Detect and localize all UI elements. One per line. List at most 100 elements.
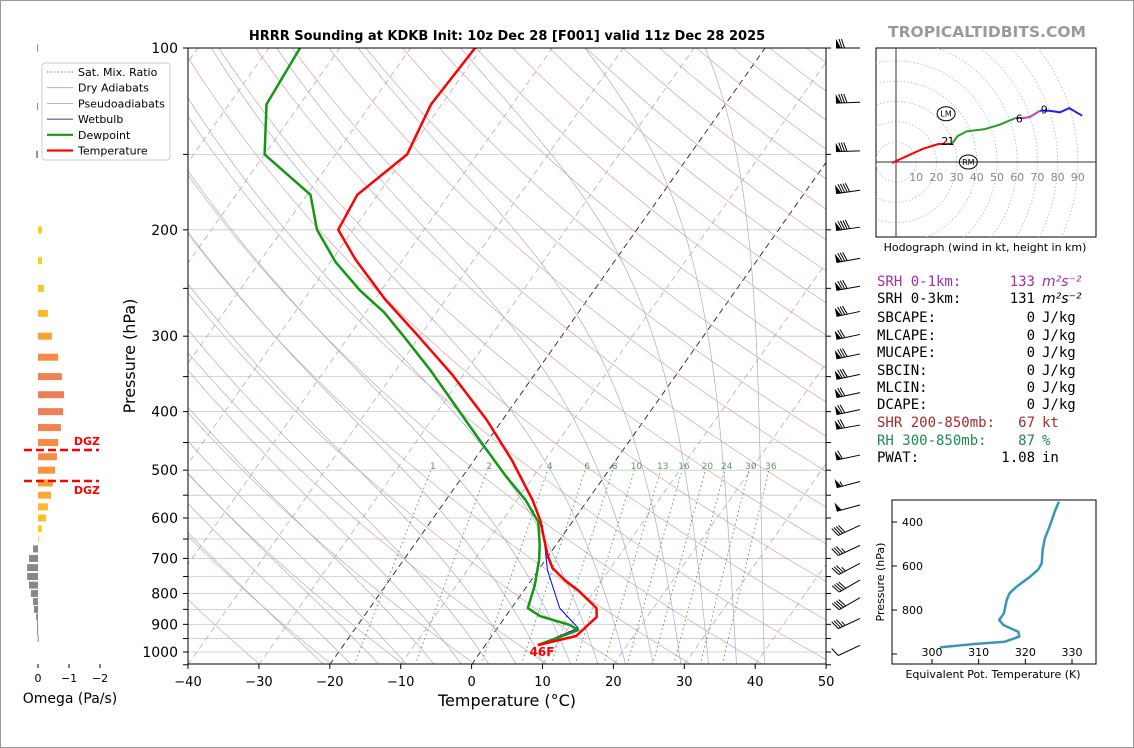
stat-unit: m²s⁻² — [1042, 291, 1082, 307]
theta-e-x-tick-label: 310 — [968, 646, 989, 659]
stat-label: MUCAPE: — [877, 345, 936, 361]
mixing-ratio-label: 20 — [702, 462, 714, 472]
legend-label: Dry Adiabats — [78, 82, 149, 95]
hodograph-ring-label: 40 — [970, 171, 984, 184]
legend-label: Wetbulb — [78, 113, 123, 126]
omega-bar — [27, 564, 38, 572]
omega-bar — [38, 373, 62, 381]
dry-adiabat-line — [188, 115, 826, 660]
barb-full — [838, 599, 847, 607]
barb-flag — [834, 420, 842, 430]
stat-unit: J/kg — [1042, 380, 1076, 396]
omega-bar — [33, 605, 38, 613]
y-tick-label: 500 — [151, 463, 178, 479]
barb-full — [837, 404, 843, 414]
stat-unit: % — [1042, 433, 1051, 449]
barb-full — [835, 546, 844, 554]
barb-full — [844, 219, 851, 229]
dry-adiabat-line — [512, 48, 826, 304]
storm-motion-marker — [958, 154, 978, 170]
barb-full — [840, 93, 845, 104]
barb-full — [833, 566, 842, 574]
omega-bar — [38, 466, 56, 474]
pseudoadiabat-line — [357, 48, 682, 664]
barb-shaft — [836, 373, 861, 380]
barb-flag — [834, 307, 842, 317]
barb-full — [839, 252, 846, 262]
stat-unit: kt — [1042, 415, 1059, 431]
pseudoadiabat-line — [460, 48, 709, 664]
y-tick-label: 300 — [151, 329, 178, 345]
barb-full — [839, 387, 846, 397]
skewt-profiles: 1 2 4 6 8 10 13 16 20 24 30 36 — [263, 48, 777, 647]
barb-full — [843, 142, 848, 152]
barb-full — [836, 565, 844, 573]
barb-flag — [834, 370, 842, 380]
wind-barb — [834, 348, 861, 360]
stat-unit: m²s⁻² — [1042, 274, 1082, 290]
hodograph-segment — [1040, 106, 1083, 117]
x-tick-label: −20 — [316, 675, 343, 690]
barb-full — [843, 93, 848, 103]
pseudoadiabat-line — [188, 329, 490, 664]
omega-bar — [38, 479, 53, 487]
dgz-label: DGZ — [74, 484, 100, 497]
hodograph: 10 20 30 40 50 60 70 80 90 2 1 6 9 LM RM Hodograph (wi… — [875, 47, 1097, 254]
omega-bar — [38, 439, 59, 447]
legend-label: Pseudoadiabats — [78, 97, 165, 110]
wind-barb — [831, 544, 861, 556]
barb-shaft — [836, 226, 861, 232]
dgz-label: DGZ — [74, 435, 100, 448]
x-axis-label: Temperature (°C) — [437, 691, 576, 710]
barb-full — [842, 220, 848, 230]
barb-flag — [836, 39, 841, 48]
omega-bar — [38, 424, 61, 432]
wind-barb — [834, 329, 861, 340]
stat-unit: J/kg — [1042, 310, 1076, 326]
legend-label: Sat. Mix. Ratio — [78, 66, 158, 79]
barb-full — [833, 527, 841, 535]
omega-bar — [29, 554, 38, 562]
legend-label: Temperature — [77, 145, 148, 158]
barb-full — [837, 252, 843, 262]
barb-half — [841, 548, 846, 553]
y-tick-label: 400 — [151, 405, 178, 421]
hodograph-height-label: 6 — [1016, 113, 1023, 126]
hodograph-ring-label: 10 — [909, 171, 923, 184]
dry-adiabat-line — [188, 233, 692, 664]
barb-flag — [834, 405, 842, 415]
theta-e-x-tick-label: 320 — [1015, 646, 1036, 659]
dry-adiabat-line — [328, 48, 826, 472]
theta-e-content — [939, 501, 1061, 649]
barb-full — [839, 369, 846, 378]
pseudoadiabat-line — [188, 97, 599, 664]
stat-row: PWAT: 1.08 in — [877, 450, 1059, 466]
stat-value: 67 — [1018, 415, 1035, 431]
stat-label: SHR 200-850mb: — [877, 415, 995, 431]
stat-value: 0 — [1027, 380, 1035, 396]
wind-barb — [834, 479, 861, 489]
barb-full — [837, 450, 843, 460]
x-tick-label: −40 — [174, 675, 201, 690]
barb-flag — [834, 479, 842, 488]
stat-row: DCAPE: 0 J/kg — [877, 397, 1076, 413]
y-tick-label: 700 — [151, 551, 178, 567]
hodograph-height-label: 1 — [947, 135, 954, 148]
wind-barb — [831, 618, 861, 630]
barb-full — [837, 280, 843, 290]
mixing-ratio-line — [699, 470, 750, 664]
hodograph-content: 10 20 30 40 50 60 70 80 90 2 1 6 9 LM RM — [876, 48, 1096, 237]
wind-barb — [831, 579, 861, 593]
stat-row: MLCIN: 0 J/kg — [877, 380, 1076, 396]
hodograph-ring-label: 80 — [1051, 171, 1065, 184]
omega-bar — [37, 635, 39, 643]
stat-label: SRH 0-3km: — [877, 291, 961, 307]
x-tick-label: 10 — [534, 675, 551, 690]
mixing-ratio-label: 30 — [745, 462, 757, 472]
wind-barb — [835, 219, 861, 232]
pseudoadiabat-line — [188, 231, 544, 664]
stat-row: SRH 0-3km: 131 m²s⁻² — [877, 291, 1082, 307]
barb-shaft — [838, 618, 861, 630]
barb-full — [837, 184, 843, 193]
pseudoadiabat-line — [704, 48, 765, 664]
